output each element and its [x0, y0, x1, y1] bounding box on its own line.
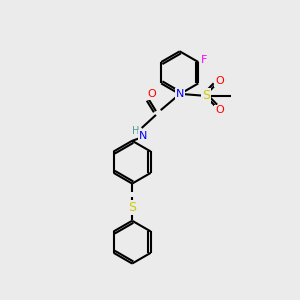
Text: F: F — [200, 55, 207, 64]
Text: S: S — [128, 201, 136, 214]
Text: S: S — [202, 89, 211, 102]
Text: O: O — [215, 106, 224, 116]
Text: N: N — [176, 89, 184, 99]
Text: H: H — [132, 126, 140, 136]
Text: O: O — [215, 76, 224, 86]
Text: O: O — [148, 89, 157, 99]
Text: N: N — [139, 131, 147, 141]
